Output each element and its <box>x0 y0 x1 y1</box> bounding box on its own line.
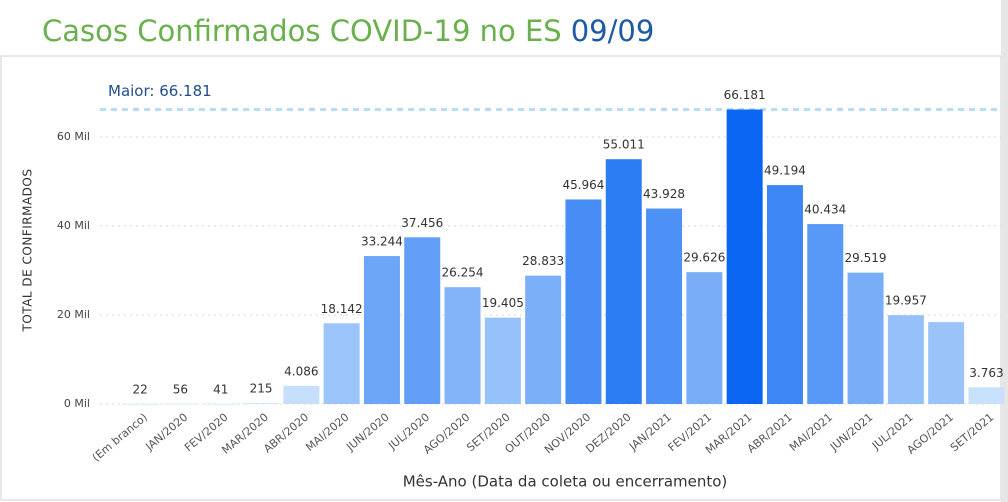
bar <box>444 287 481 404</box>
bar <box>363 256 400 404</box>
data-label: 29.519 <box>845 251 887 265</box>
title-date: 09/09 <box>571 14 655 48</box>
reference-label: Maior: 66.181 <box>108 82 212 100</box>
chart-title: Casos Confirmados COVID-19 no ES 09/09 <box>42 14 654 48</box>
bar <box>968 387 1005 404</box>
bar <box>847 272 884 404</box>
data-label: 19.957 <box>885 294 927 308</box>
y-tick-label: 20 Mil <box>57 308 90 321</box>
bar <box>122 403 159 405</box>
data-label: 4.086 <box>284 364 318 378</box>
data-label: 19.405 <box>482 296 524 310</box>
bar <box>323 323 360 404</box>
bar <box>484 317 521 404</box>
y-tick-label: 0 Mil <box>64 397 90 410</box>
data-label: 37.456 <box>401 216 443 230</box>
bar <box>887 315 924 404</box>
title-main: Casos Confirmados COVID-19 no ES <box>42 14 562 48</box>
data-label: 56 <box>173 382 188 396</box>
data-label: 22 <box>133 382 148 396</box>
data-label: 49.194 <box>764 164 806 178</box>
data-label: 29.626 <box>683 251 725 265</box>
data-label: 40.434 <box>804 203 846 217</box>
bar <box>726 109 763 404</box>
bar <box>686 272 723 404</box>
data-label: 3.763 <box>969 366 1003 380</box>
bar <box>243 403 280 404</box>
side-strip <box>1001 0 1008 502</box>
y-tick-label: 60 Mil <box>57 130 90 143</box>
data-label: 45.964 <box>562 178 604 192</box>
bar <box>646 208 683 404</box>
bar <box>202 403 239 405</box>
data-label: 28.833 <box>522 254 564 268</box>
bar <box>565 199 602 404</box>
data-label: 18.142 <box>321 302 363 316</box>
bar <box>162 403 199 405</box>
bar <box>766 185 803 404</box>
bar <box>283 385 320 404</box>
data-label: 55.011 <box>603 138 645 152</box>
data-label: 215 <box>250 382 273 396</box>
y-tick-label: 40 Mil <box>57 219 90 232</box>
x-axis-title: Mês-Ano (Data da coleta ou encerramento) <box>403 473 728 491</box>
bar <box>807 224 844 404</box>
data-label: 26.254 <box>442 266 484 280</box>
bar <box>605 159 642 404</box>
y-axis-title: TOTAL DE CONFIRMADOS <box>21 169 35 333</box>
data-label: 33.244 <box>361 235 403 249</box>
data-label: 43.928 <box>643 187 685 201</box>
bar <box>928 322 965 404</box>
bar <box>525 275 562 404</box>
bar <box>404 237 441 404</box>
data-label: 66.181 <box>724 88 766 102</box>
data-label: 41 <box>213 382 228 396</box>
